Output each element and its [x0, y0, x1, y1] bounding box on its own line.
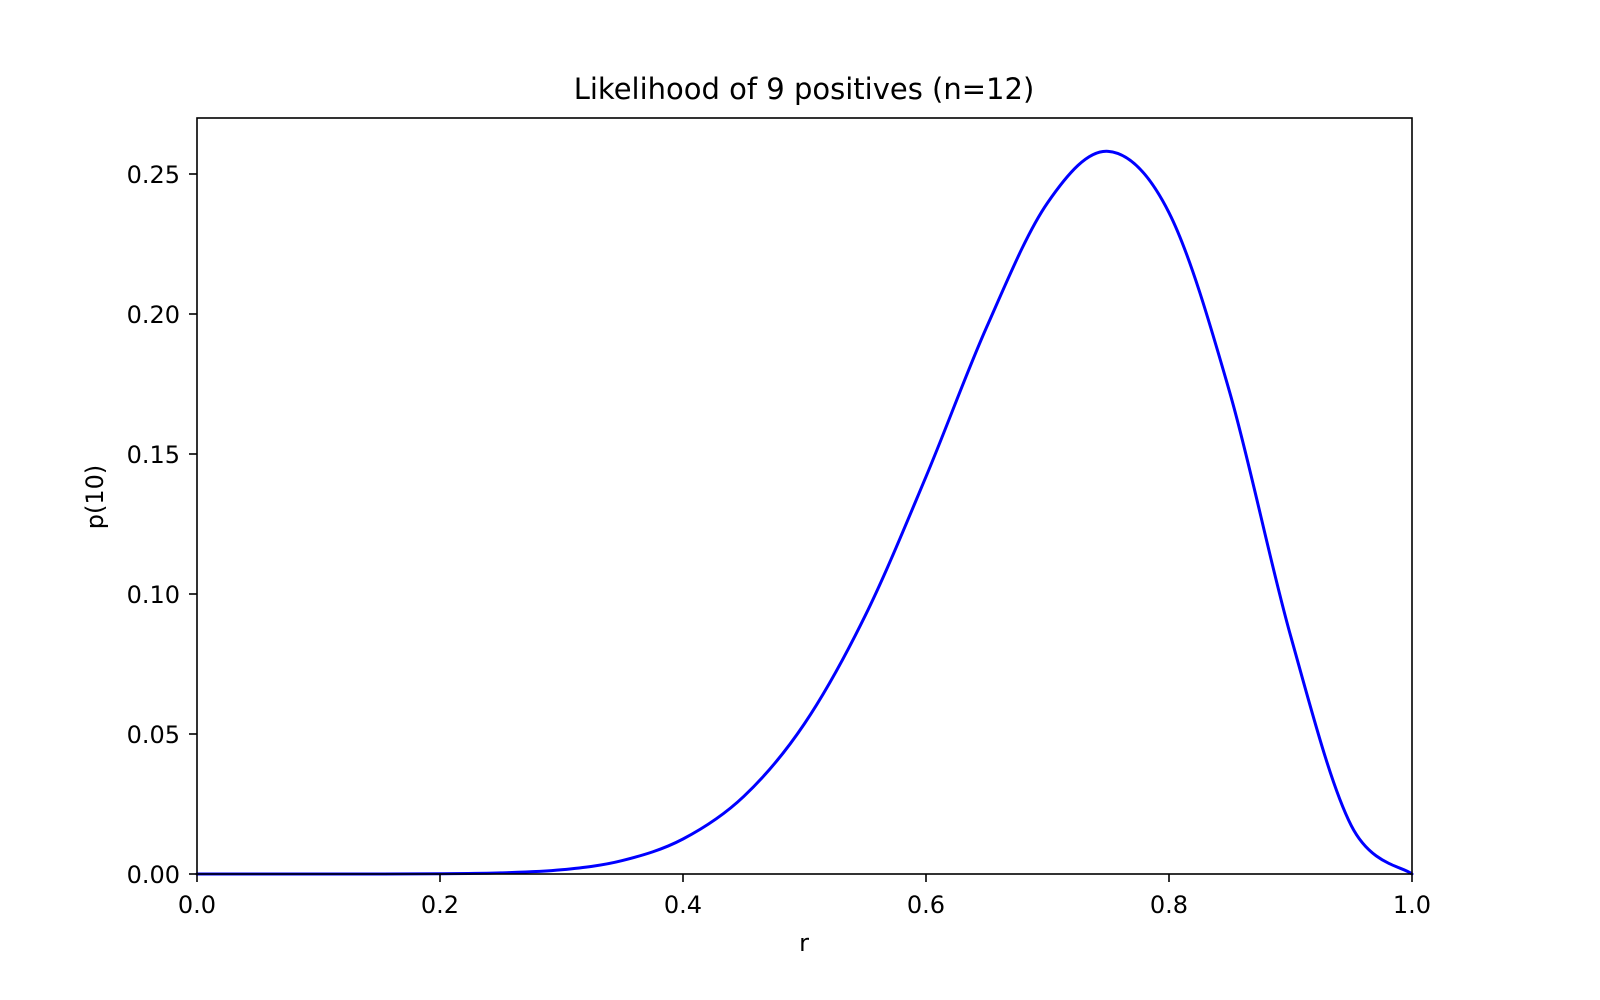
y-tick-label: 0.20 — [127, 301, 180, 329]
y-tick-label: 0.10 — [127, 581, 180, 609]
y-tick-label: 0.05 — [127, 721, 180, 749]
y-tick-label: 0.25 — [127, 161, 180, 189]
y-tick-label: 0.00 — [127, 861, 180, 889]
y-tick-label: 0.15 — [127, 441, 180, 469]
x-tick-label: 0.8 — [1150, 891, 1188, 919]
x-axis-ticks: 0.0 0.2 0.4 0.6 0.8 1.0 — [178, 874, 1431, 919]
x-tick-label: 0.6 — [907, 891, 945, 919]
y-axis-label: p(10) — [81, 465, 109, 530]
x-tick-label: 0.0 — [178, 891, 216, 919]
x-tick-label: 0.4 — [664, 891, 702, 919]
x-tick-label: 0.2 — [421, 891, 459, 919]
plot-frame — [196, 117, 1413, 875]
x-axis-label: r — [799, 929, 809, 957]
y-axis-ticks: 0.00 0.05 0.10 0.15 0.20 0.25 — [127, 161, 197, 889]
x-tick-label: 1.0 — [1393, 891, 1431, 919]
chart-title: Likelihood of 9 positives (n=12) — [574, 72, 1035, 106]
